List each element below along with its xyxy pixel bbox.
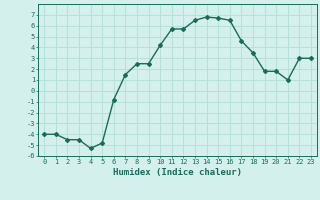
X-axis label: Humidex (Indice chaleur): Humidex (Indice chaleur) [113, 168, 242, 177]
